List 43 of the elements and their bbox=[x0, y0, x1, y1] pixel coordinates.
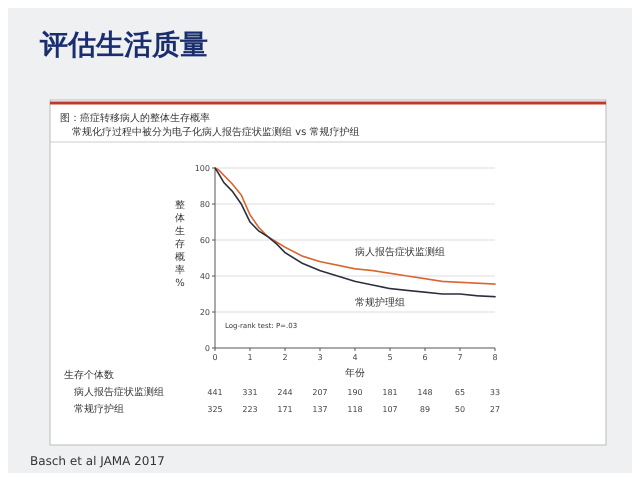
y-tick-label: 80 bbox=[200, 200, 210, 209]
data-label: 148 bbox=[417, 388, 433, 397]
data-label: 27 bbox=[490, 405, 500, 414]
x-axis-title: 年份 bbox=[345, 367, 365, 379]
x-tick-label: 0 bbox=[212, 353, 218, 362]
text: 生存个体数 bbox=[64, 369, 114, 381]
data-label: 441 bbox=[207, 388, 223, 397]
data-label: 65 bbox=[454, 388, 466, 397]
data-label: 50 bbox=[454, 405, 466, 414]
data-label: 190 bbox=[347, 388, 363, 397]
text: 常规化疗过程中被分为电子化病人报告症状监测组 vs 常规疗护组 bbox=[72, 126, 360, 138]
x-tick-label: 4 bbox=[352, 353, 358, 362]
y-tick-label: 0 bbox=[204, 344, 210, 353]
y-tick-label: 60 bbox=[200, 236, 210, 245]
y-tick-label: 100 bbox=[194, 164, 210, 173]
data-label: 107 bbox=[382, 405, 398, 414]
data-label: 223 bbox=[242, 405, 258, 414]
x-tick-label: 7 bbox=[457, 353, 463, 362]
x-tick-label: 5 bbox=[387, 353, 393, 362]
data-label: 181 bbox=[382, 388, 398, 397]
data-label: 331 bbox=[242, 388, 258, 397]
data-label: 171 bbox=[277, 405, 293, 414]
chart-title: 评估生活质量 bbox=[39, 28, 208, 61]
data-label: 207 bbox=[312, 388, 328, 397]
x-tick-label: 3 bbox=[317, 353, 323, 362]
data-label: 325 bbox=[207, 405, 223, 414]
series-label: 常规护理组 bbox=[355, 296, 405, 308]
text: Basch et al JAMA 2017 bbox=[30, 454, 165, 468]
y-tick-label: 40 bbox=[200, 272, 210, 281]
text: 图：癌症转移病人的整体生存概率 bbox=[60, 112, 210, 124]
x-tick-label: 2 bbox=[282, 353, 288, 362]
data-label: 137 bbox=[312, 405, 328, 414]
y-tick-label: 20 bbox=[200, 308, 210, 317]
series-label: 病人报告症状监测组 bbox=[355, 246, 445, 258]
data-label: 89 bbox=[420, 405, 430, 414]
data-label: 244 bbox=[277, 388, 293, 397]
x-tick-label: 8 bbox=[492, 353, 498, 362]
y-axis-title: 整体生存概率% bbox=[175, 199, 185, 289]
x-tick-label: 6 bbox=[422, 353, 428, 362]
data-label: 33 bbox=[490, 388, 500, 397]
y-tick-label: 常规疗护组 bbox=[74, 403, 124, 415]
x-tick-label: 1 bbox=[247, 353, 253, 362]
data-label: 118 bbox=[347, 405, 363, 414]
